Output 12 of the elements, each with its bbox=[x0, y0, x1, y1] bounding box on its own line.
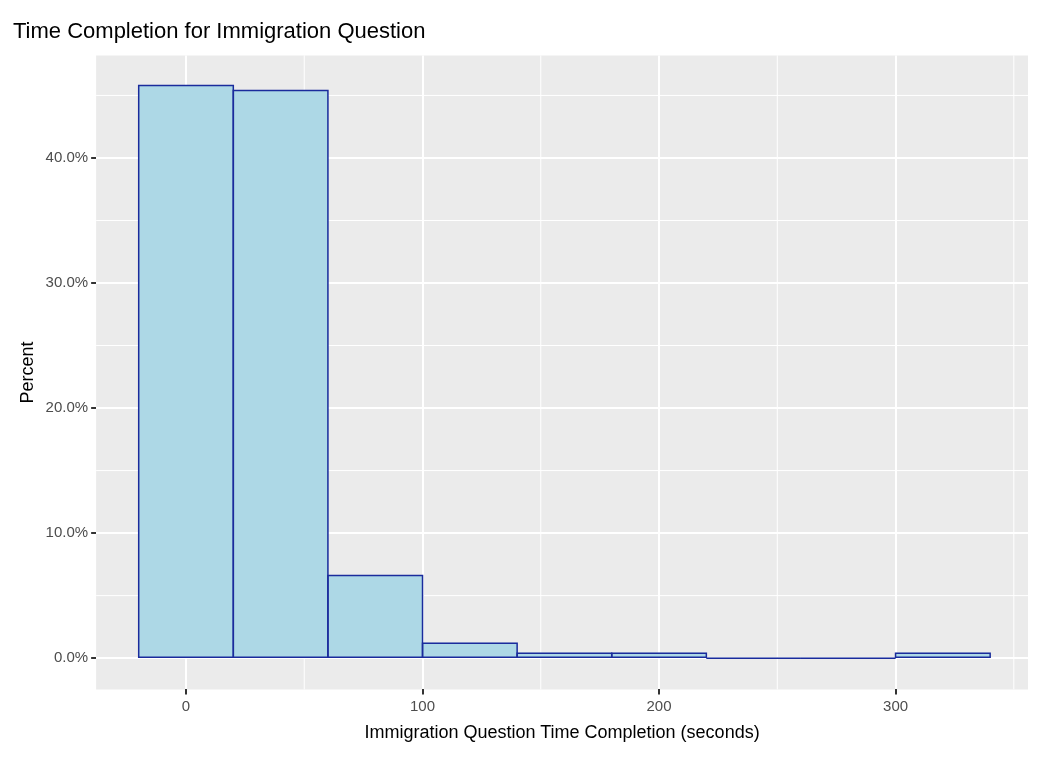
y-tick-label: 20.0% bbox=[45, 398, 89, 416]
x-tick-label: 300 bbox=[883, 696, 909, 714]
y-tick-label: 10.0% bbox=[45, 523, 89, 541]
x-tick-label: 0 bbox=[181, 696, 191, 714]
y-axis-title: Percent bbox=[16, 341, 37, 404]
x-axis-title: Immigration Question Time Completion (seconds) bbox=[364, 722, 760, 743]
y-tick-label: 40.0% bbox=[45, 148, 89, 166]
y-tick-label: 0.0% bbox=[53, 648, 89, 666]
x-tick-label: 100 bbox=[410, 696, 436, 714]
y-tick-label: 30.0% bbox=[45, 273, 89, 291]
x-tick-label: 200 bbox=[646, 696, 672, 714]
chart-title: Time Completion for Immigration Question bbox=[13, 18, 426, 44]
